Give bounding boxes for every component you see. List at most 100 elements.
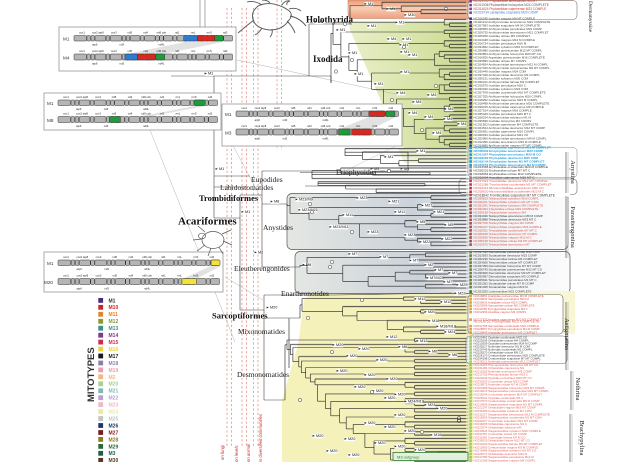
svg-text:NC011936 Phytoseiidae holocycl: NC011936 Phytoseiidae holocyclus M24 COM… (474, 3, 549, 7)
svg-text:NC022341 Tetranychidae sylviar: NC022341 Tetranychidae sylviarum M9 COMP… (474, 204, 544, 208)
svg-text:M4: M4 (461, 122, 466, 126)
svg-text:M1: M1 (406, 37, 411, 41)
svg-text:MITOTYPES: MITOTYPES (86, 347, 97, 402)
svg-text:NC013348 Ixodidae magnus M12 M: NC013348 Ixodidae magnus M12 M COMPLE (474, 38, 536, 42)
svg-text:NC031495 Scutacaridae magnus M: NC031495 Scutacaridae magnus M23 M (474, 285, 529, 289)
svg-text:M20: M20 (388, 425, 395, 429)
svg-text:nd5: nd5 (127, 49, 132, 53)
svg-text:M20: M20 (398, 393, 405, 397)
svg-text:nd4L: nd4L (158, 62, 164, 66)
svg-text:NC012785 Sarcoptidae occidenta: NC012785 Sarcoptidae occidentalis M16 CO… (474, 324, 539, 328)
svg-text:NC010604 Anystidae cajennense: NC010604 Anystidae cajennense M16 MT C (474, 176, 536, 180)
svg-text:NC014685 Amblyommidae magnus M: NC014685 Amblyommidae magnus M7 MT COMPL (474, 144, 543, 148)
svg-text:NC038319 Oribatulidae farinae: NC038319 Oribatulidae farinae M12 MT CO (474, 439, 531, 443)
svg-text:M6: M6 (402, 345, 407, 349)
svg-text:NC010192 Steganacaridae farina: NC010192 Steganacaridae farinae M3 MT CO… (474, 442, 543, 446)
svg-text:NC036241 Amblyommidae farinae: NC036241 Amblyommidae farinae M3 COMPLET (474, 80, 540, 84)
svg-text:NC022196 Tarsonemidae farinae: NC022196 Tarsonemidae farinae M4 COMPLET (474, 257, 538, 261)
svg-text:M20: M20 (376, 389, 383, 393)
svg-text:M11: M11 (109, 312, 119, 318)
svg-text:NC012965 Ceratozetidae magnus: NC012965 Ceratozetidae magnus M3 M COMPL… (474, 445, 539, 449)
svg-text:atp6: atp6 (92, 62, 98, 66)
svg-text:M4: M4 (412, 111, 417, 115)
svg-text:M7: M7 (452, 271, 457, 275)
svg-text:NC018246 Crotoniidae sylviarum: NC018246 Crotoniidae sylviarum M23 MT CO… (474, 393, 543, 397)
svg-text:M20: M20 (352, 453, 359, 457)
svg-text:nd5: nd5 (112, 95, 117, 99)
svg-text:M13: M13 (109, 326, 119, 332)
svg-text:rrnL: rrnL (177, 274, 182, 278)
svg-text:M20: M20 (270, 306, 277, 310)
svg-text:M4: M4 (431, 93, 436, 97)
svg-text:M23/M21: M23/M21 (302, 208, 318, 212)
svg-text:Eleutherengonides: Eleutherengonides (234, 264, 290, 273)
svg-text:NC022594 Eriophyidae cajennens: NC022594 Eriophyidae cajennense M12 M CO… (474, 146, 551, 150)
svg-text:M20: M20 (390, 377, 397, 381)
svg-text:M1: M1 (245, 210, 250, 214)
svg-text:M8: M8 (47, 118, 54, 123)
svg-text:NC011297 Phytoptidae persulcat: NC011297 Phytoptidae persulcatus M20 M C… (474, 153, 542, 157)
svg-text:nd4: nd4 (129, 255, 134, 259)
svg-text:rrnL: rrnL (356, 106, 361, 110)
svg-text:rrnS: rrnS (372, 124, 377, 128)
svg-text:in diversified communities: in diversified communities (258, 413, 263, 462)
svg-text:NC016465 Phenopelopidae holocy: NC016465 Phenopelopidae holocyclus M3 MT… (474, 363, 539, 367)
svg-text:nd4L: nd4L (323, 118, 329, 122)
svg-text:M20: M20 (398, 445, 405, 449)
svg-text:nd4: nd4 (307, 106, 312, 110)
svg-text:cox1: cox1 (79, 49, 85, 53)
svg-text:M1: M1 (352, 51, 357, 55)
svg-text:NC028575 Nothridae urticae M7: NC028575 Nothridae urticae M7 M COMP (474, 383, 528, 387)
svg-text:NC034842 Ixodidae sylviarum M1: NC034842 Ixodidae sylviarum M16 M COMPLE… (474, 45, 540, 49)
svg-text:M21: M21 (437, 210, 444, 214)
svg-text:Ixodida: Ixodida (313, 54, 343, 64)
svg-text:M9: M9 (404, 167, 409, 171)
svg-text:nd1: nd1 (340, 106, 345, 110)
svg-text:M20: M20 (440, 407, 447, 411)
svg-text:M24: M24 (428, 403, 435, 407)
svg-text:M22: M22 (423, 240, 430, 244)
svg-text:M1: M1 (368, 2, 373, 6)
svg-text:cox3: cox3 (274, 106, 280, 110)
svg-text:nd6 cob: nd6 cob (321, 106, 331, 110)
svg-text:NC021388 Trombiculidae occiden: NC021388 Trombiculidae occidentalis M1 M… (474, 182, 552, 186)
svg-text:M2: M2 (109, 375, 116, 381)
svg-text:Eupodides: Eupodides (251, 175, 283, 184)
svg-text:NC012396 Acaridae magnus M3 CO: NC012396 Acaridae magnus M3 COMPL (474, 310, 527, 314)
svg-text:NC012755 Phenopelopidae farina: NC012755 Phenopelopidae farinae M23 C (474, 373, 528, 377)
svg-text:M7: M7 (413, 259, 418, 263)
svg-text:M20: M20 (336, 343, 343, 347)
svg-text:M7: M7 (438, 268, 443, 272)
svg-text:NC019219 Steganacaridae putres: NC019219 Steganacaridae putrescentiae M2… (474, 389, 550, 393)
svg-text:NC019745 Nothridae occidentali: NC019745 Nothridae occidentalis M1 COMPL (474, 348, 533, 352)
svg-text:NC016245 Ixodidae magnus M4 MT: NC016245 Ixodidae magnus M4 MT COMPLE (474, 17, 536, 21)
svg-text:nd1: nd1 (161, 255, 166, 259)
svg-text:nd3: nd3 (104, 267, 109, 271)
svg-text:rrnS: rrnS (191, 95, 196, 99)
svg-text:NC030217 Tetranychidae scapula: NC030217 Tetranychidae scapularis M23 CO… (474, 225, 542, 229)
svg-text:M23: M23 (109, 403, 119, 409)
svg-text:M20: M20 (362, 347, 369, 351)
svg-text:nd4: nd4 (129, 274, 134, 278)
svg-text:NC021261 Scutacaridae urticae: NC021261 Scutacaridae urticae M7 M COMP (474, 282, 535, 286)
svg-text:NC011021 Tetranychidae sylviar: NC011021 Tetranychidae sylviarum M1 MT C… (474, 200, 540, 204)
svg-text:NC018752 Psoroptidae M12 COMPL: NC018752 Psoroptidae M12 COMPLETE (474, 319, 541, 323)
svg-text:M1: M1 (219, 167, 224, 171)
svg-text:NC012059 Oppiidae putrescentia: NC012059 Oppiidae putrescentiae M24 M CO… (474, 342, 538, 346)
svg-text:M15: M15 (109, 340, 119, 346)
svg-text:NC035699 Ixodidae holocyclus M: NC035699 Ixodidae holocyclus M4 COMPL (474, 119, 532, 123)
svg-text:NC012396 Ixodidae americanum M: NC012396 Ixodidae americanum M23 M COMPL… (474, 140, 541, 144)
svg-text:nd5: nd5 (112, 255, 117, 259)
svg-text:cox1: cox1 (241, 124, 247, 128)
svg-text:M1: M1 (378, 82, 383, 86)
svg-text:M4: M4 (400, 91, 405, 95)
svg-text:M12: M12 (109, 319, 119, 325)
svg-text:rrnL: rrnL (191, 31, 196, 35)
svg-text:NC035486 Ceratozetidae sylviar: NC035486 Ceratozetidae sylviarum M1 COM (474, 409, 533, 413)
svg-text:NC030040 Ixodidae sylviarum M2: NC030040 Ixodidae sylviarum M24 COM (474, 87, 529, 91)
svg-text:NC025570 Oribatulidae urticae: NC025570 Oribatulidae urticae M9 CO (474, 351, 524, 355)
svg-text:M1: M1 (318, 20, 323, 24)
svg-text:M1: M1 (399, 21, 404, 25)
svg-text:M29: M29 (109, 444, 119, 450)
svg-text:Dermanyssiae: Dermanyssiae (587, 1, 593, 33)
